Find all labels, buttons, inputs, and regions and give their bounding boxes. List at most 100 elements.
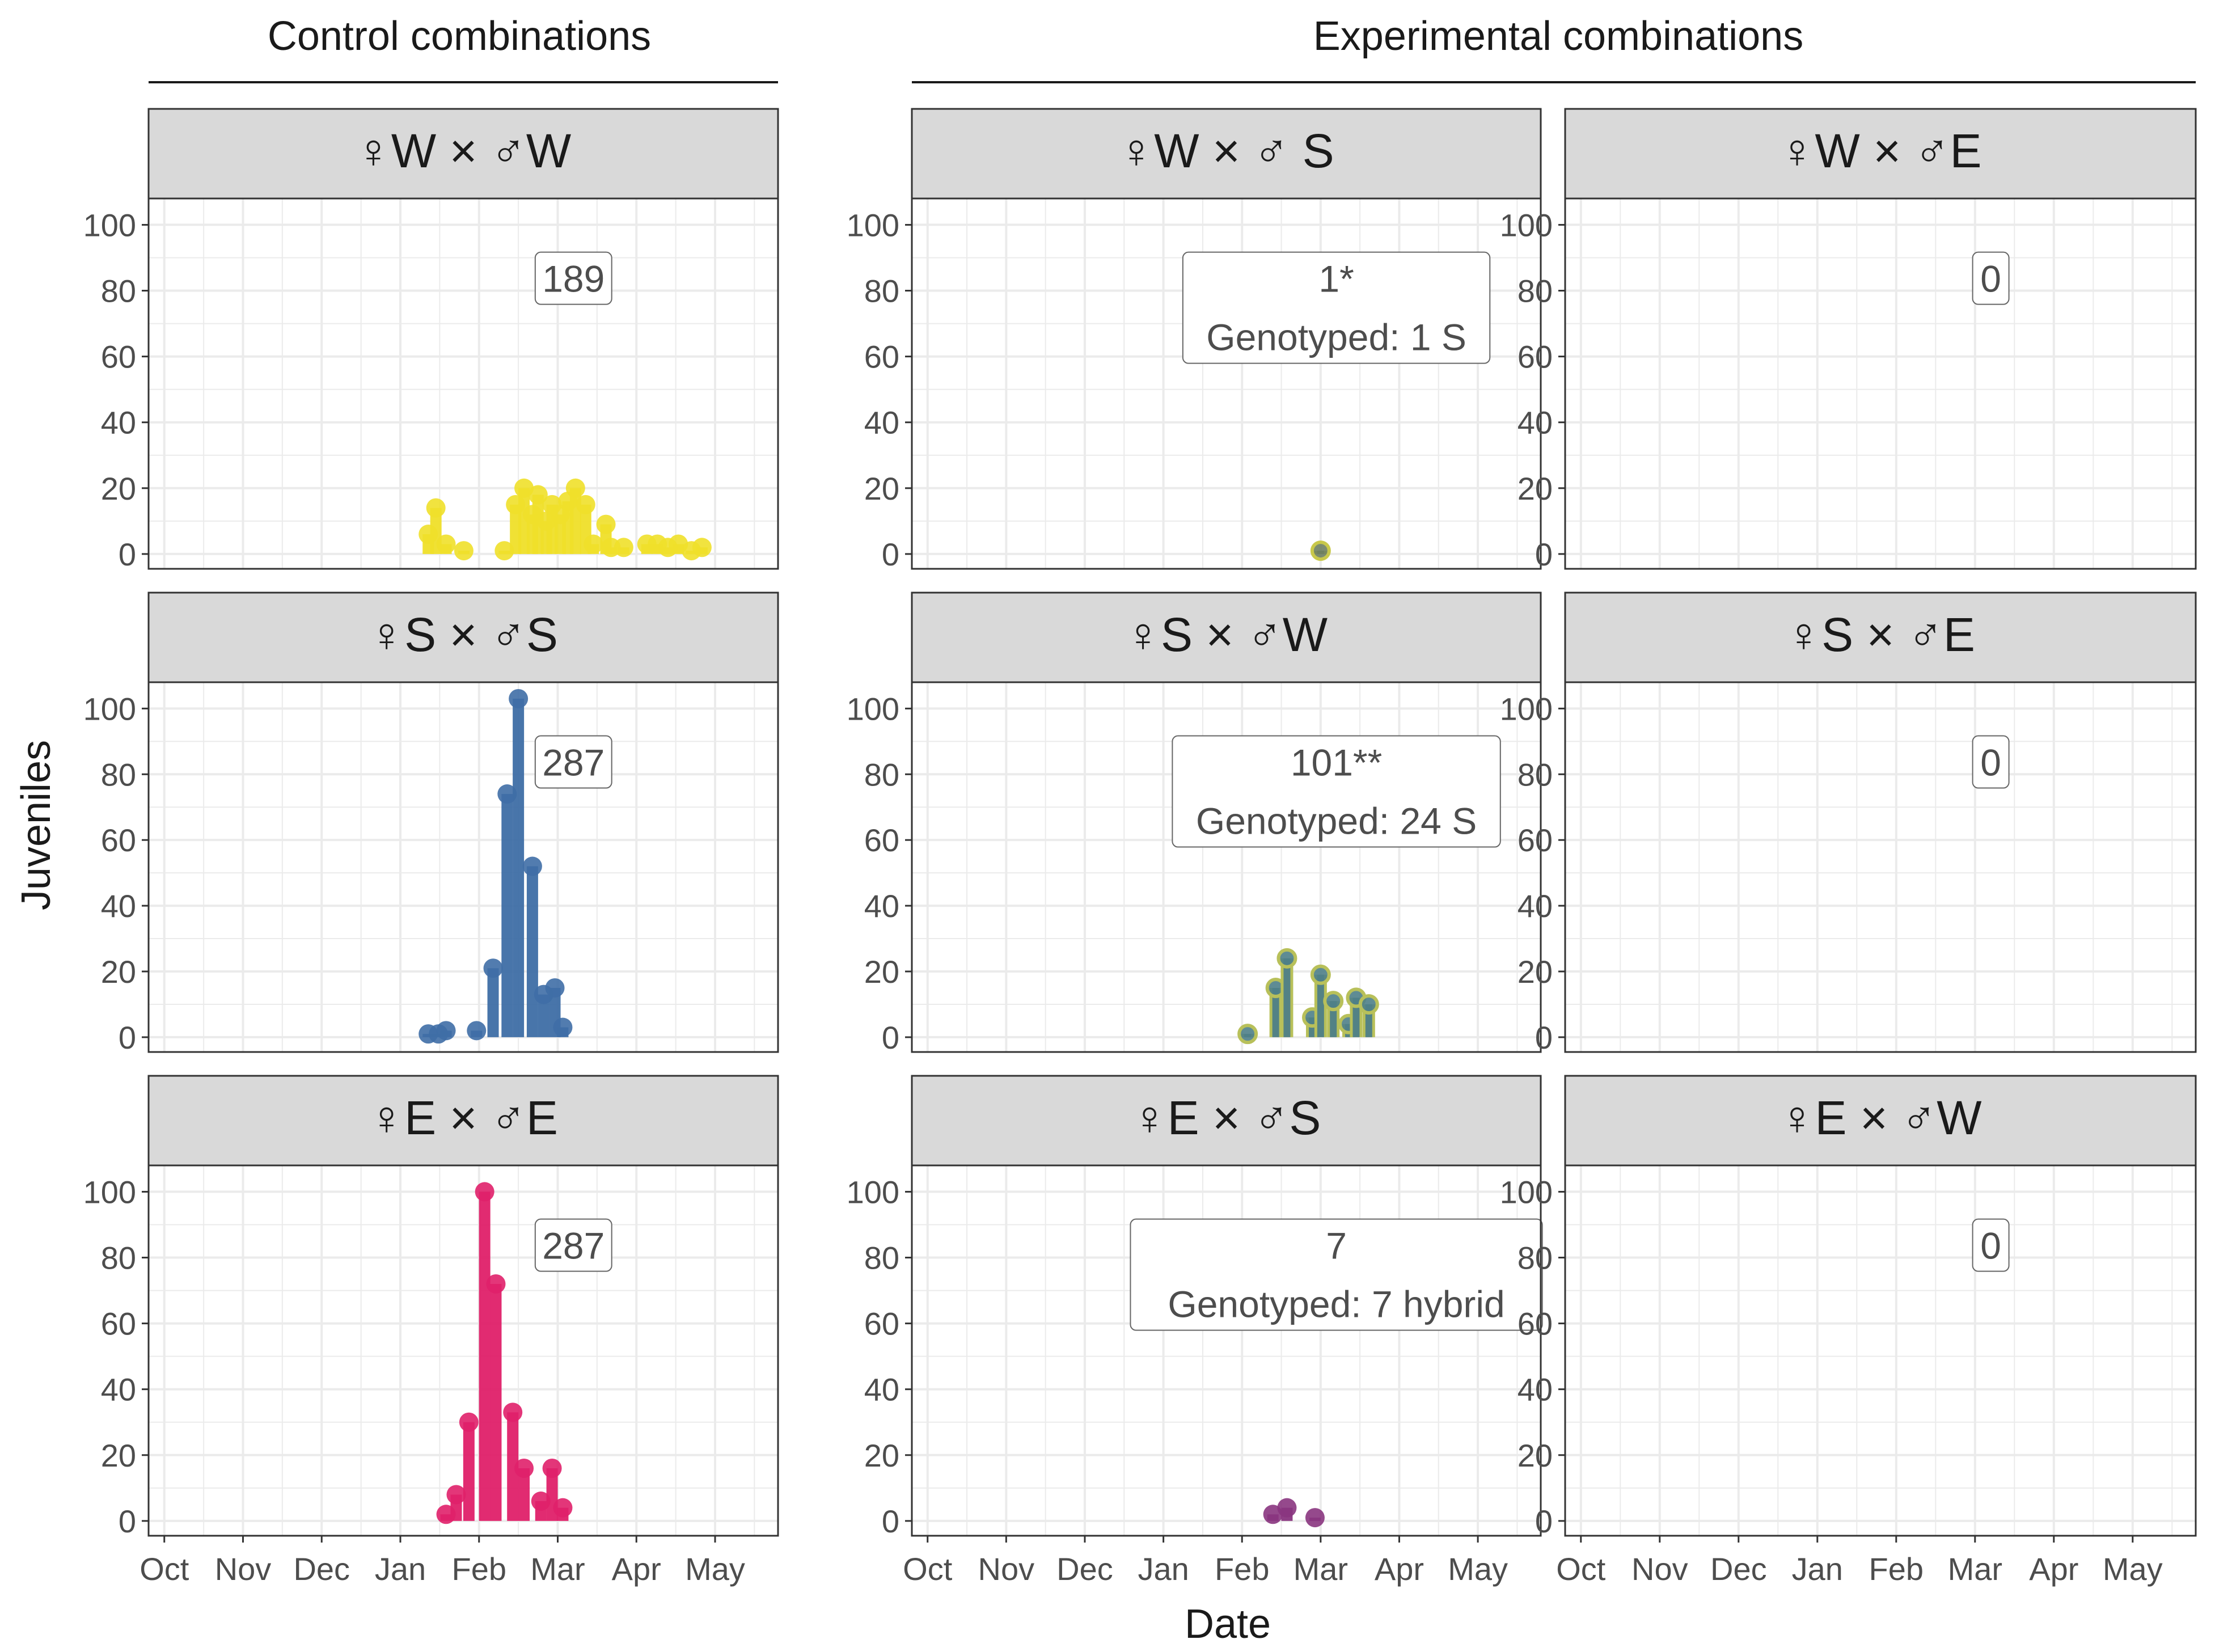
- panel-border: [147, 681, 779, 1053]
- panel-2: ♀W × ♂ S 0 20 40 60 80 100 1* Genotyped: 1 S: [847, 108, 1542, 572]
- lollipop-point: [1323, 991, 1344, 1012]
- lollipop-point: [486, 1274, 506, 1294]
- y-tick-label: 40: [864, 1372, 899, 1408]
- x-tick-label: May: [2103, 1551, 2163, 1587]
- genotyped-label: Genotyped: 7 hybrid: [1168, 1283, 1504, 1325]
- y-tick-label: 100: [83, 207, 136, 243]
- y-tick-label: 20: [1517, 1438, 1553, 1473]
- y-tick-label: 0: [882, 536, 899, 572]
- y-axis-title: Juveniles: [14, 740, 59, 910]
- panel-border: [147, 1164, 779, 1537]
- genotyped-label: Genotyped: 24 S: [1196, 800, 1477, 842]
- lollipop-point: [528, 485, 548, 505]
- y-tick-label: 80: [1517, 757, 1553, 792]
- panel-title: ♀W × ♂W: [356, 124, 571, 178]
- x-tick-label: Feb: [452, 1551, 507, 1587]
- total-label-box: [1972, 1218, 2010, 1272]
- panel-strip: [147, 591, 779, 683]
- panel-4: ♀S × ♂S 0 20 40 60 80 100 287: [83, 591, 779, 1055]
- y-tick-label: 40: [864, 888, 899, 924]
- y-tick-label: 80: [101, 273, 136, 309]
- total-count-label: 189: [542, 258, 605, 300]
- total-count-label: 287: [542, 1225, 605, 1267]
- y-tick-label: 60: [1517, 1306, 1553, 1342]
- total-label-box: [1182, 251, 1491, 364]
- y-tick-label: 100: [83, 691, 136, 726]
- x-tick-label: Nov: [1631, 1551, 1688, 1587]
- lollipop-point: [475, 1182, 494, 1202]
- plot-background: [1565, 1165, 2196, 1536]
- y-tick-label: 60: [864, 1306, 899, 1342]
- total-count-label: 1*: [1318, 258, 1354, 300]
- y-tick-label: 0: [882, 1503, 899, 1539]
- x-tick-label: Feb: [1869, 1551, 1924, 1587]
- x-tick-label: Feb: [1215, 1551, 1270, 1587]
- y-tick-label: 40: [101, 1372, 136, 1408]
- y-tick-label: 80: [101, 757, 136, 792]
- lollipop-point: [1305, 1508, 1325, 1528]
- lollipop-point: [576, 495, 595, 514]
- y-tick-label: 0: [1535, 1020, 1553, 1055]
- panel-border: [911, 681, 1542, 1053]
- x-tick-label: Oct: [140, 1551, 189, 1587]
- x-tick-label: Jan: [375, 1551, 426, 1587]
- panel-border: [1564, 197, 2197, 570]
- x-tick-label: Nov: [978, 1551, 1035, 1587]
- y-tick-label: 80: [1517, 1240, 1553, 1276]
- lollipop-point: [545, 978, 565, 998]
- panel-title: ♀S × ♂S: [369, 608, 558, 661]
- y-tick-label: 100: [847, 691, 899, 726]
- y-tick-label: 40: [1517, 405, 1553, 441]
- y-tick-label: 0: [119, 1020, 136, 1055]
- panel-7: ♀E × ♂E 0 20 40 60 80 100 Oct Nov Dec Jan Feb Mar Apr…: [83, 1075, 779, 1587]
- lollipop-point: [596, 514, 616, 534]
- panel-strip: [1564, 108, 2197, 200]
- total-count-label: 0: [1980, 258, 2001, 300]
- lollipop-point: [614, 538, 633, 557]
- lollipop-point: [436, 534, 456, 554]
- total-count-label: 0: [1980, 1225, 2001, 1267]
- lollipop-point: [692, 538, 712, 557]
- panel-grid: ♀W × ♂W 0 20 40 60 80 100 189 ♀W × ♂ S 0 20 40 60 80 1…: [83, 108, 2197, 1587]
- panel-border: [911, 197, 1542, 570]
- lollipop-point: [467, 1021, 487, 1041]
- y-tick-label: 100: [1500, 691, 1553, 726]
- y-tick-label: 0: [1535, 536, 1553, 572]
- lollipop-point: [522, 856, 542, 876]
- lollipop-point: [1276, 948, 1297, 969]
- panel-strip: [911, 108, 1542, 200]
- lollipop-point: [436, 1021, 456, 1041]
- x-tick-label: Apr: [1375, 1551, 1424, 1587]
- group-title-control: Control combinations: [268, 14, 651, 59]
- y-tick-label: 80: [864, 273, 899, 309]
- x-tick-label: May: [685, 1551, 745, 1587]
- y-tick-label: 100: [847, 1174, 899, 1210]
- y-tick-label: 40: [1517, 1372, 1553, 1408]
- lollipop-point: [1358, 994, 1379, 1015]
- y-tick-label: 80: [864, 1240, 899, 1276]
- x-tick-label: Dec: [293, 1551, 350, 1587]
- total-count-label: 0: [1980, 742, 2001, 784]
- lollipop-point: [542, 1459, 562, 1478]
- y-tick-label: 80: [1517, 273, 1553, 309]
- x-tick-label: Jan: [1138, 1551, 1189, 1587]
- total-label-box: [1972, 251, 2010, 305]
- lollipop-point: [565, 478, 585, 498]
- y-tick-label: 20: [1517, 471, 1553, 506]
- panel-border: [1564, 1164, 2197, 1537]
- y-tick-label: 20: [864, 1438, 899, 1473]
- y-tick-label: 0: [119, 536, 136, 572]
- y-tick-label: 80: [101, 1240, 136, 1276]
- x-tick-label: Nov: [215, 1551, 272, 1587]
- panel-strip: [1564, 591, 2197, 683]
- plot-background: [1565, 682, 2196, 1052]
- lollipop-point: [503, 1402, 523, 1422]
- panel-5: ♀S × ♂W 0 20 40 60 80 100 101** Genotyped: 24 S: [847, 591, 1542, 1055]
- y-tick-label: 60: [1517, 822, 1553, 858]
- lollipop-point: [426, 498, 446, 518]
- total-label-box: [1172, 735, 1501, 848]
- lollipop-point: [1310, 540, 1331, 561]
- y-tick-label: 20: [101, 1438, 136, 1473]
- x-tick-label: Mar: [1948, 1551, 2002, 1587]
